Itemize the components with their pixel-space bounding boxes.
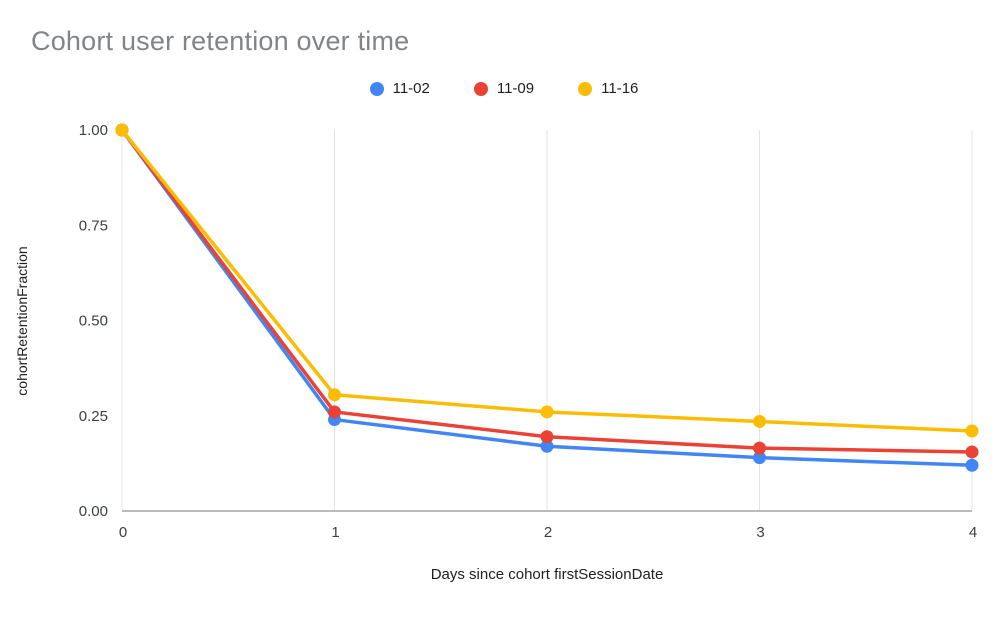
data-point-11-02-day2[interactable] bbox=[540, 439, 554, 453]
legend-item-11-09[interactable]: 11-09 bbox=[473, 80, 535, 97]
y-axis-title: cohortRetentionFraction bbox=[14, 246, 30, 396]
legend-item-11-16[interactable]: 11-16 bbox=[578, 80, 638, 97]
data-point-11-02-day3[interactable] bbox=[753, 451, 766, 465]
data-point-11-09-day3[interactable] bbox=[753, 441, 766, 455]
y-tick-label: 0.25 bbox=[79, 408, 108, 425]
legend-label: 11-02 bbox=[392, 80, 430, 97]
x-tick-label: 3 bbox=[756, 524, 764, 541]
y-tick-label: 1.00 bbox=[79, 122, 108, 139]
y-tick-label: 0.75 bbox=[79, 217, 108, 234]
data-point-11-09-day1[interactable] bbox=[328, 405, 341, 419]
x-tick-label: 4 bbox=[969, 524, 977, 541]
data-point-11-02-day4[interactable] bbox=[965, 458, 979, 472]
data-point-11-16-day2[interactable] bbox=[540, 405, 554, 419]
legend-label: 11-16 bbox=[601, 80, 639, 97]
data-point-11-16-day1[interactable] bbox=[328, 388, 341, 402]
y-tick-label: 0.50 bbox=[79, 313, 108, 330]
legend-item-11-02[interactable]: 11-02 bbox=[369, 80, 430, 97]
data-point-11-16-day0[interactable] bbox=[115, 123, 129, 137]
legend-label: 11-09 bbox=[496, 80, 535, 97]
legend-swatch-icon bbox=[578, 81, 593, 96]
x-axis-title: Days since cohort firstSessionDate bbox=[430, 566, 664, 583]
legend-swatch-icon bbox=[369, 81, 384, 96]
data-point-11-16-day3[interactable] bbox=[753, 414, 766, 428]
legend-swatch-icon bbox=[473, 81, 488, 96]
data-point-11-16-day4[interactable] bbox=[965, 424, 979, 438]
data-point-11-09-day2[interactable] bbox=[540, 430, 554, 444]
x-tick-label: 2 bbox=[544, 524, 552, 541]
y-tick-label: 0.00 bbox=[79, 503, 108, 520]
legend: 11-02 11-09 11-16 bbox=[0, 80, 1008, 97]
chart-title: Cohort user retention over time bbox=[31, 26, 410, 56]
x-tick-label: 1 bbox=[331, 524, 339, 541]
data-point-11-09-day4[interactable] bbox=[965, 445, 979, 459]
x-tick-label: 0 bbox=[119, 524, 127, 541]
